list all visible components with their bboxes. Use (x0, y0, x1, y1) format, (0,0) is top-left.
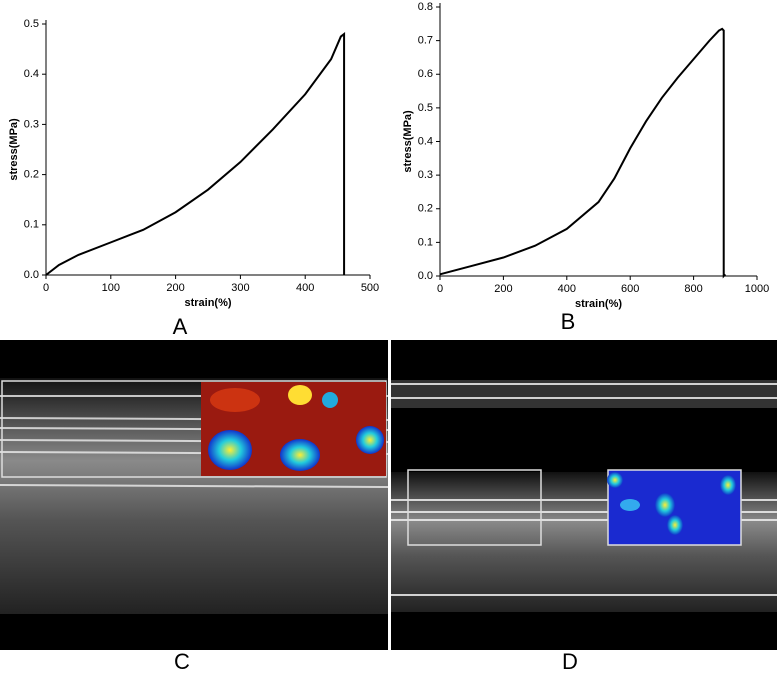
y-tick-label: 0.2 (418, 203, 433, 215)
y-tick-label: 0.3 (418, 169, 433, 181)
y-tick-label: 0.5 (418, 102, 433, 114)
y-tick-label: 0.5 (24, 18, 39, 30)
ultrasound-c (0, 340, 389, 650)
y-axis-label: stress(MPa) (402, 110, 414, 173)
x-tick-label: 500 (361, 282, 379, 294)
line (45, 32, 346, 276)
line (439, 27, 727, 279)
x-tick-label: 0 (43, 282, 49, 294)
x-tick-label: 300 (231, 282, 249, 294)
y-tick-label: 0.7 (418, 35, 433, 47)
y-tick-label: 0.4 (418, 135, 433, 147)
panel-label: A (173, 314, 188, 339)
y-tick-label: 0.3 (24, 118, 39, 130)
panel-label: C (174, 649, 190, 674)
y-tick-label: 0.1 (24, 219, 39, 231)
x-axis-label: strain(%) (184, 297, 231, 309)
panel-label: B (561, 309, 576, 334)
x-tick-label: 200 (494, 283, 512, 295)
x-tick-label: 1000 (745, 283, 769, 295)
y-tick-label: 0.8 (418, 1, 433, 13)
x-tick-label: 400 (296, 282, 314, 294)
x-tick-label: 600 (621, 283, 639, 295)
x-tick-label: 0 (437, 283, 443, 295)
y-tick-label: 0.0 (24, 269, 39, 281)
x-axis-label: strain(%) (575, 298, 622, 310)
y-tick-label: 0.4 (24, 68, 39, 80)
x-tick-label: 100 (102, 282, 120, 294)
y-axis-label: stress(MPa) (8, 118, 20, 181)
y-tick-label: 0.0 (418, 270, 433, 282)
y-tick-label: 0.2 (24, 169, 39, 181)
y-tick-label: 0.1 (418, 236, 433, 248)
x-tick-label: 400 (558, 283, 576, 295)
ultrasound-d (391, 340, 777, 650)
panel-label: D (562, 649, 578, 674)
x-tick-label: 200 (166, 282, 184, 294)
x-tick-label: 800 (684, 283, 702, 295)
y-tick-label: 0.6 (418, 68, 433, 80)
